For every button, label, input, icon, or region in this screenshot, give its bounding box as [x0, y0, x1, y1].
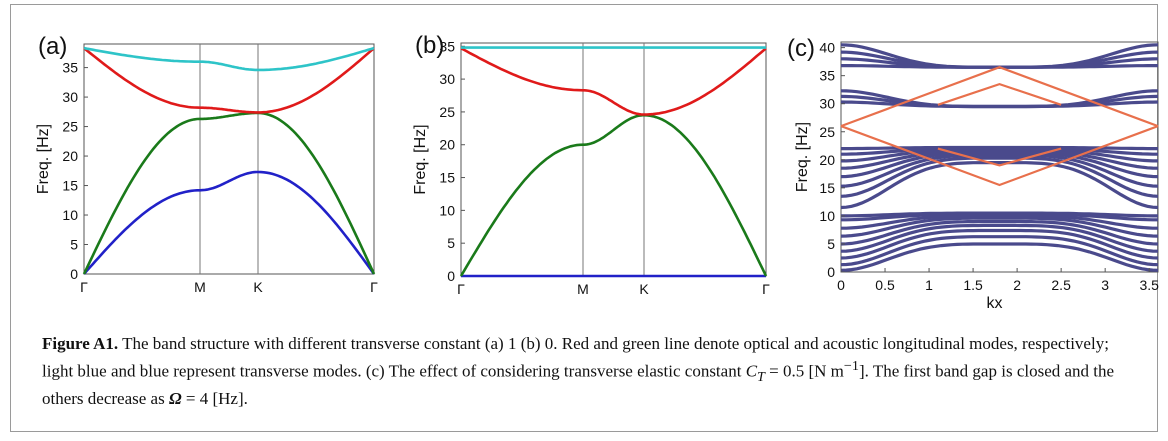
- y-tick-label: 30: [439, 71, 455, 87]
- y-tick-label: 15: [62, 178, 78, 194]
- y-tick-label: 35: [819, 68, 835, 84]
- x-tick-label: 0: [837, 277, 845, 293]
- panel-label: (a): [38, 33, 67, 60]
- ct-exponent: −1: [843, 358, 859, 374]
- caption-label: Figure A1.: [42, 334, 119, 353]
- x-tick-label: Γ: [370, 279, 378, 295]
- bulk-band-14: [840, 161, 1159, 210]
- y-axis-label: Freq. [Hz]: [794, 122, 811, 192]
- caption-text-2: ]. The first band gap is closed and the …: [42, 361, 1115, 409]
- panel-b: 0 5 10 15 20 25 30 35 Γ M K Γ Freq. [Hz] (b): [412, 32, 770, 297]
- band-line-3: [83, 46, 375, 72]
- caption-text: The band structure with different transv…: [42, 334, 1109, 381]
- bulk-band-20: [840, 223, 1159, 253]
- bulk-band-9: [841, 148, 1158, 163]
- bulk-band-12: [840, 153, 1159, 188]
- edge-state-1: [840, 125, 1159, 187]
- y-tick-label: 10: [439, 202, 455, 218]
- bulk-band-22: [840, 235, 1159, 267]
- plot-frame: [460, 42, 767, 277]
- y-tick-label: 10: [819, 208, 835, 224]
- bulk-band-6: [840, 100, 1159, 109]
- ct-value: = 0.5 [N m: [764, 361, 844, 381]
- panel-c: 0 5 10 15 20 25 30 35 40 0 0.5 1 1.5 2 2.5 3 3.5 kx Freq. …: [787, 35, 1159, 312]
- y-tick-label: 15: [819, 180, 835, 196]
- x-tick-label: K: [639, 281, 649, 297]
- x-axis-label: kx: [987, 295, 1003, 312]
- x-tick-label: Γ: [80, 279, 88, 295]
- y-tick-label: 35: [62, 60, 78, 76]
- bulk-band-21: [840, 228, 1159, 260]
- x-tick-label: Γ: [762, 281, 770, 297]
- x-tick-label: 3.5: [1139, 277, 1159, 293]
- y-tick-label: 0: [827, 264, 835, 280]
- y-tick-label: 5: [447, 235, 455, 251]
- band-line-1: [459, 113, 768, 277]
- omega-value: = 4 [Hz].: [181, 389, 248, 409]
- y-tick-label: 25: [439, 104, 455, 120]
- y-tick-label: 20: [439, 137, 455, 153]
- y-tick-label: 30: [62, 89, 78, 105]
- bulk-band-13: [840, 156, 1159, 198]
- x-tick-label: 2.5: [1051, 277, 1071, 293]
- y-tick-label: 30: [819, 96, 835, 112]
- x-tick-label: Γ: [457, 281, 465, 297]
- panel-label: (c): [787, 35, 815, 62]
- plot-frame: [840, 41, 1159, 273]
- panel-a: 0 5 10 15 20 25 30 35 Γ M K Γ Freq. [Hz] (a): [35, 33, 378, 295]
- plot-frame: [83, 43, 375, 275]
- y-tick-label: 35: [439, 38, 455, 54]
- edge-state-2: [937, 147, 1062, 167]
- bulk-band-18: [840, 216, 1159, 238]
- ct-subscript: T: [757, 369, 765, 386]
- y-tick-label: 25: [62, 119, 78, 135]
- bulk-band-11: [840, 151, 1159, 179]
- panel-label: (b): [415, 32, 444, 59]
- x-tick-label: 0.5: [875, 277, 895, 293]
- y-tick-label: 20: [819, 152, 835, 168]
- omega-symbol: Ω: [168, 389, 182, 409]
- y-tick-label: 5: [70, 237, 78, 253]
- x-tick-label: 3: [1101, 277, 1109, 293]
- x-tick-label: K: [253, 279, 263, 295]
- x-tick-label: M: [577, 281, 589, 297]
- y-tick-label: 10: [62, 207, 78, 223]
- band-line-0: [83, 170, 376, 275]
- band-line-1: [82, 111, 376, 275]
- y-axis-label: Freq. [Hz]: [35, 124, 52, 194]
- x-tick-label: 2: [1013, 277, 1021, 293]
- bulk-band-19: [840, 219, 1159, 246]
- band-line-2: [460, 47, 767, 116]
- y-tick-label: 20: [62, 148, 78, 164]
- band-line-2: [83, 47, 375, 114]
- y-tick-label: 15: [439, 170, 455, 186]
- ct-symbol: C: [745, 361, 758, 381]
- bulk-band-17: [841, 214, 1158, 230]
- y-axis-label: Freq. [Hz]: [412, 124, 429, 194]
- edge-state-0: [840, 66, 1159, 128]
- bulk-band-16: [841, 212, 1158, 222]
- edge-state-3: [937, 82, 1062, 106]
- x-tick-label: 1: [925, 277, 933, 293]
- y-tick-label: 40: [819, 40, 835, 56]
- bulk-band-23: [840, 242, 1159, 272]
- figure-caption: Figure A1. The band structure with diffe…: [42, 333, 1132, 410]
- x-tick-label: 1.5: [963, 277, 983, 293]
- y-tick-label: 5: [827, 236, 835, 252]
- y-tick-label: 0: [447, 268, 455, 284]
- x-tick-label: M: [194, 279, 206, 295]
- bulk-band-10: [840, 149, 1159, 170]
- y-tick-label: 0: [70, 266, 78, 282]
- y-tick-label: 25: [819, 124, 835, 140]
